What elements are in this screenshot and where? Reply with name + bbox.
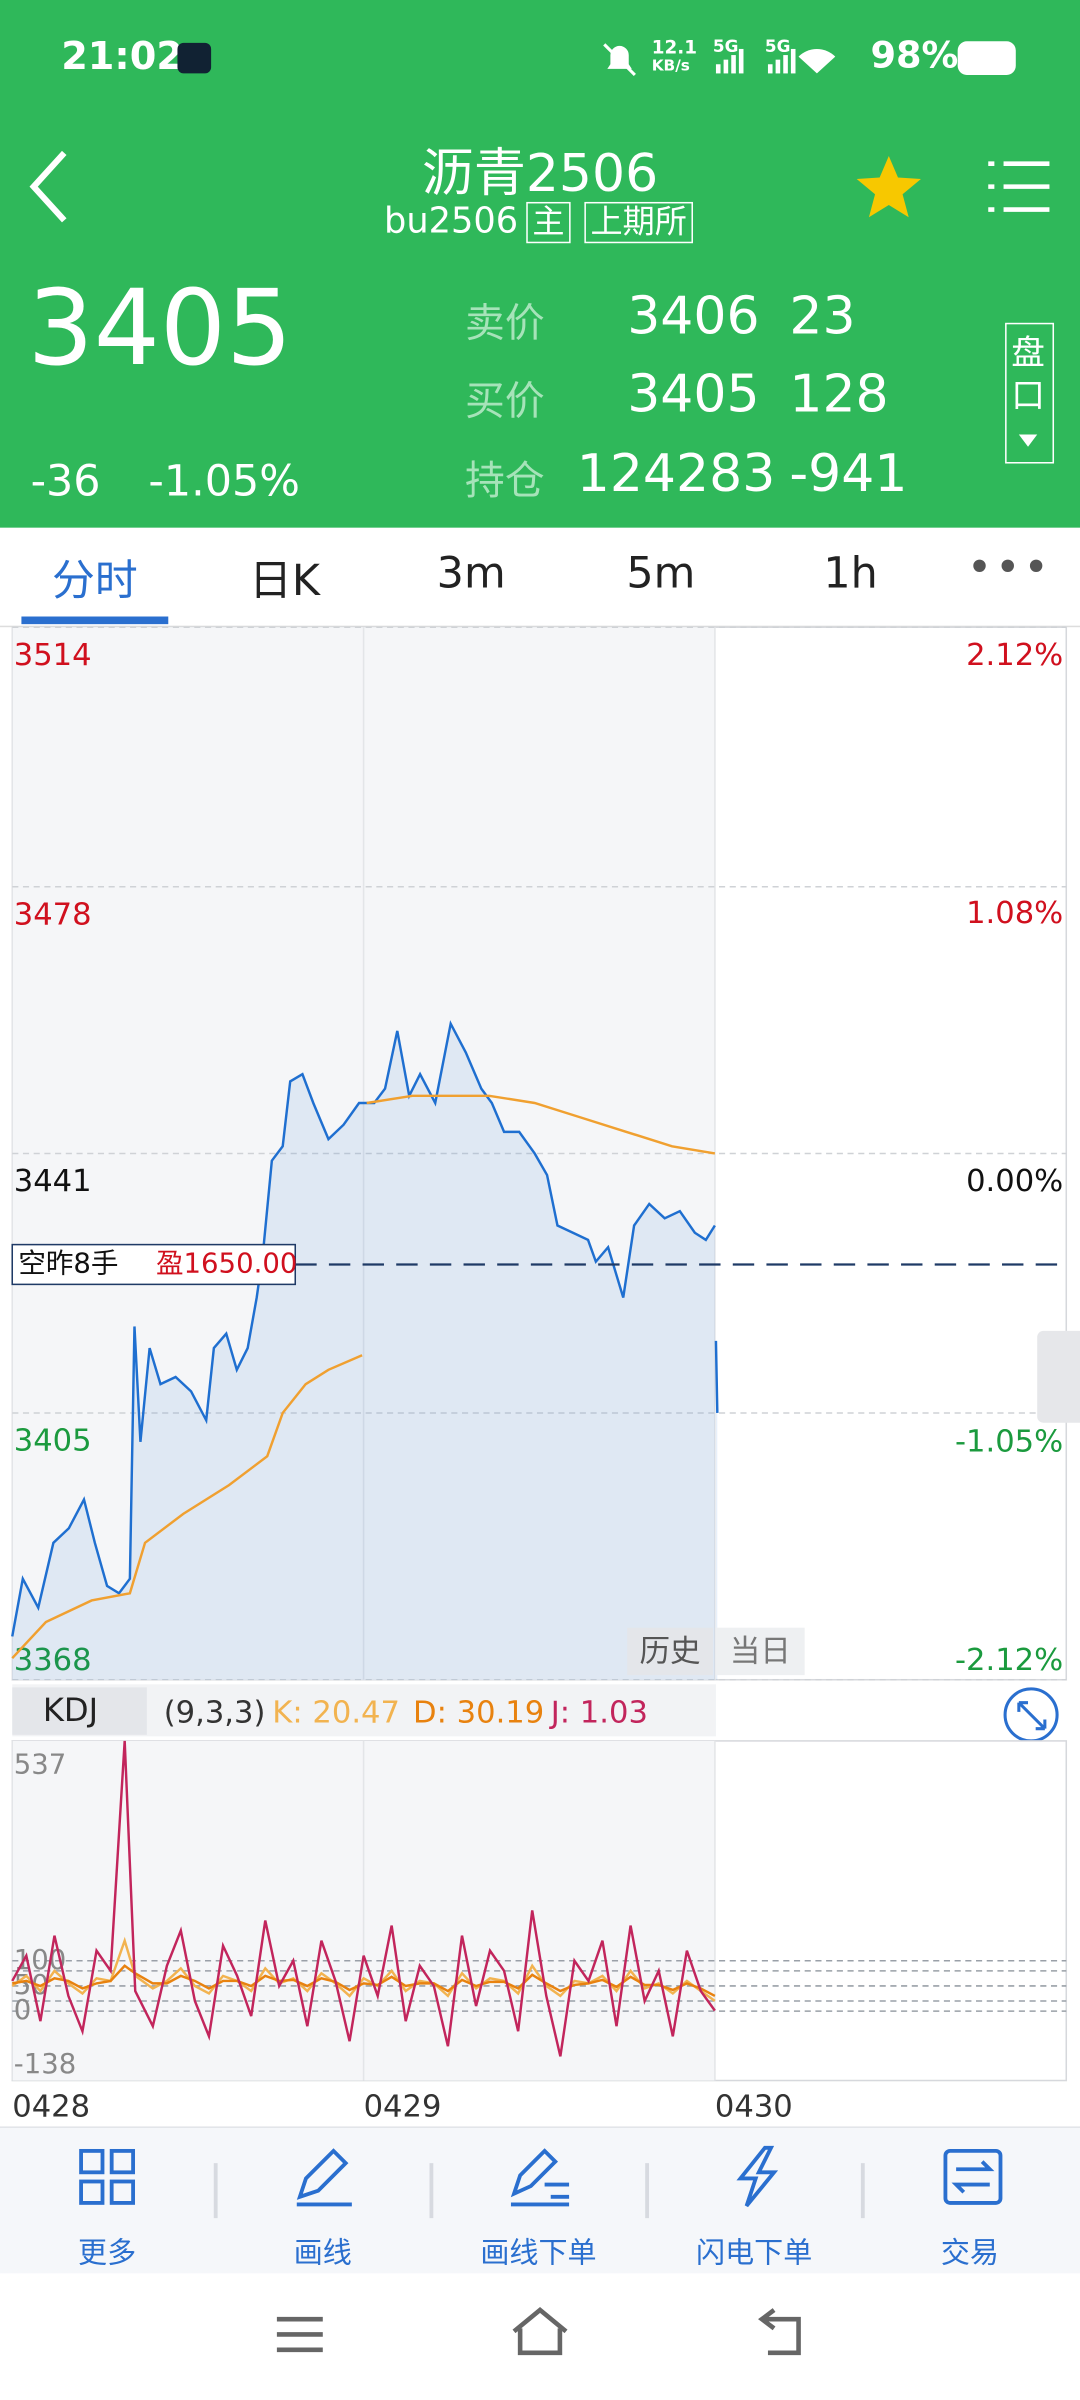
mute-icon [603, 43, 636, 77]
sim2: 5G [764, 36, 791, 57]
tab[interactable]: 1h [823, 547, 878, 599]
legend-entry: D: 30.19 [413, 1693, 545, 1731]
sell-volume: 23 [789, 286, 856, 348]
signal-icons [715, 48, 836, 74]
panel-arrow [1018, 434, 1038, 447]
net-unit: KB/s [651, 58, 690, 75]
sim1: 5G [712, 36, 739, 57]
toolbar-label[interactable]: 交易 [940, 2236, 999, 2271]
x-tick-label: 0429 [364, 2090, 442, 2125]
side-handle[interactable] [1037, 1330, 1080, 1423]
position-box [11, 1243, 297, 1286]
history-button[interactable]: 历史 [627, 1627, 713, 1676]
y2-tick-label: 1.08% [966, 896, 1063, 931]
position-pnl: 盈1650.00 [156, 1247, 297, 1279]
y2-tick-label: -2.12% [955, 1643, 1063, 1678]
toolbar-icons [79, 2145, 1003, 2219]
toolbar-label[interactable]: 闪电下单 [696, 2236, 813, 2271]
battery-icon [957, 41, 1016, 75]
sell-label: 卖价 [465, 301, 545, 348]
y-tick-label: 0 [14, 1994, 32, 2026]
tab[interactable]: 5m [626, 547, 696, 599]
series-line [11, 1740, 716, 2057]
more-tabs[interactable]: ••• [966, 541, 1052, 593]
series-line [11, 1936, 716, 2002]
series-line [11, 1020, 719, 1637]
tab[interactable]: 日K [249, 555, 321, 606]
app-icon [177, 42, 212, 74]
oi-label: 持仓 [465, 458, 545, 505]
oi-change: -941 [789, 443, 908, 505]
buy-price: 3405 [627, 364, 760, 426]
sell-price: 3406 [627, 286, 760, 348]
open-interest: 124283 [576, 443, 776, 505]
nav-bar [276, 2307, 801, 2356]
x-tick-label: 0430 [715, 2090, 793, 2125]
battery-text: 98% [870, 33, 959, 77]
position-label: 空昨8手 [18, 1247, 118, 1279]
buy-volume: 128 [789, 364, 889, 426]
y2-tick-label: 0.00% [966, 1164, 1063, 1199]
change-pct: -1.05% [148, 455, 300, 507]
expand-button[interactable] [1002, 1686, 1063, 1747]
toolbar-label[interactable]: 画线 [293, 2236, 352, 2271]
main-tag: 主 [526, 201, 571, 244]
x-tick-label: 0428 [12, 2090, 90, 2125]
exchange-tag: 上期所 [584, 201, 693, 244]
menu-button[interactable] [985, 156, 1052, 217]
back-button[interactable] [21, 147, 82, 230]
indicator-selector[interactable]: KDJ [12, 1687, 147, 1735]
title: 沥青2506 [421, 143, 659, 205]
panel-button[interactable] [1005, 322, 1055, 464]
y-tick-label: 3514 [14, 638, 92, 673]
y-tick-label: -138 [14, 2048, 76, 2080]
today-button[interactable]: 当日 [715, 1627, 805, 1676]
contract-code: bu2506 [383, 201, 519, 242]
price-area [12, 1023, 718, 1680]
change: -36 [30, 455, 101, 507]
toolbar-label[interactable]: 更多 [78, 2236, 137, 2271]
panel-button-text: 盘口 [1011, 335, 1045, 417]
price-chart: 3514 3478 3441 3405 3368 2.12% 1.08% 0.00% -1.05… [11, 626, 1068, 1681]
last-price: 3405 [27, 269, 293, 391]
net-speed: 12.1 [651, 36, 697, 59]
legend-entry: J: 1.03 [550, 1693, 648, 1731]
tab[interactable]: 分时 [52, 555, 138, 606]
y-tick-label: 3368 [14, 1643, 92, 1678]
clock: 21:02 [61, 33, 183, 79]
toolbar [0, 2126, 1080, 2274]
tab-indicator [21, 616, 169, 625]
favorite-star[interactable] [854, 153, 924, 220]
y2-tick-label: 2.12% [966, 638, 1063, 673]
header-bg [0, 0, 1080, 528]
tab[interactable]: 3m [436, 547, 506, 599]
tab-bar [0, 527, 1080, 628]
y-tick-label: 3478 [14, 897, 92, 932]
y-tick-label: 3405 [14, 1424, 92, 1459]
buy-label: 买价 [465, 379, 545, 426]
y2-tick-label: -1.05% [955, 1425, 1063, 1460]
kdj-params: (9,3,3) [163, 1693, 266, 1731]
series-line [11, 1094, 716, 1659]
series-line [12, 1964, 716, 1998]
y-tick-label: 3441 [14, 1164, 92, 1199]
y-tick-label: 537 [14, 1748, 67, 1780]
toolbar-label[interactable]: 画线下单 [480, 2236, 597, 2271]
legend-entry: K: 20.47 [272, 1693, 400, 1731]
